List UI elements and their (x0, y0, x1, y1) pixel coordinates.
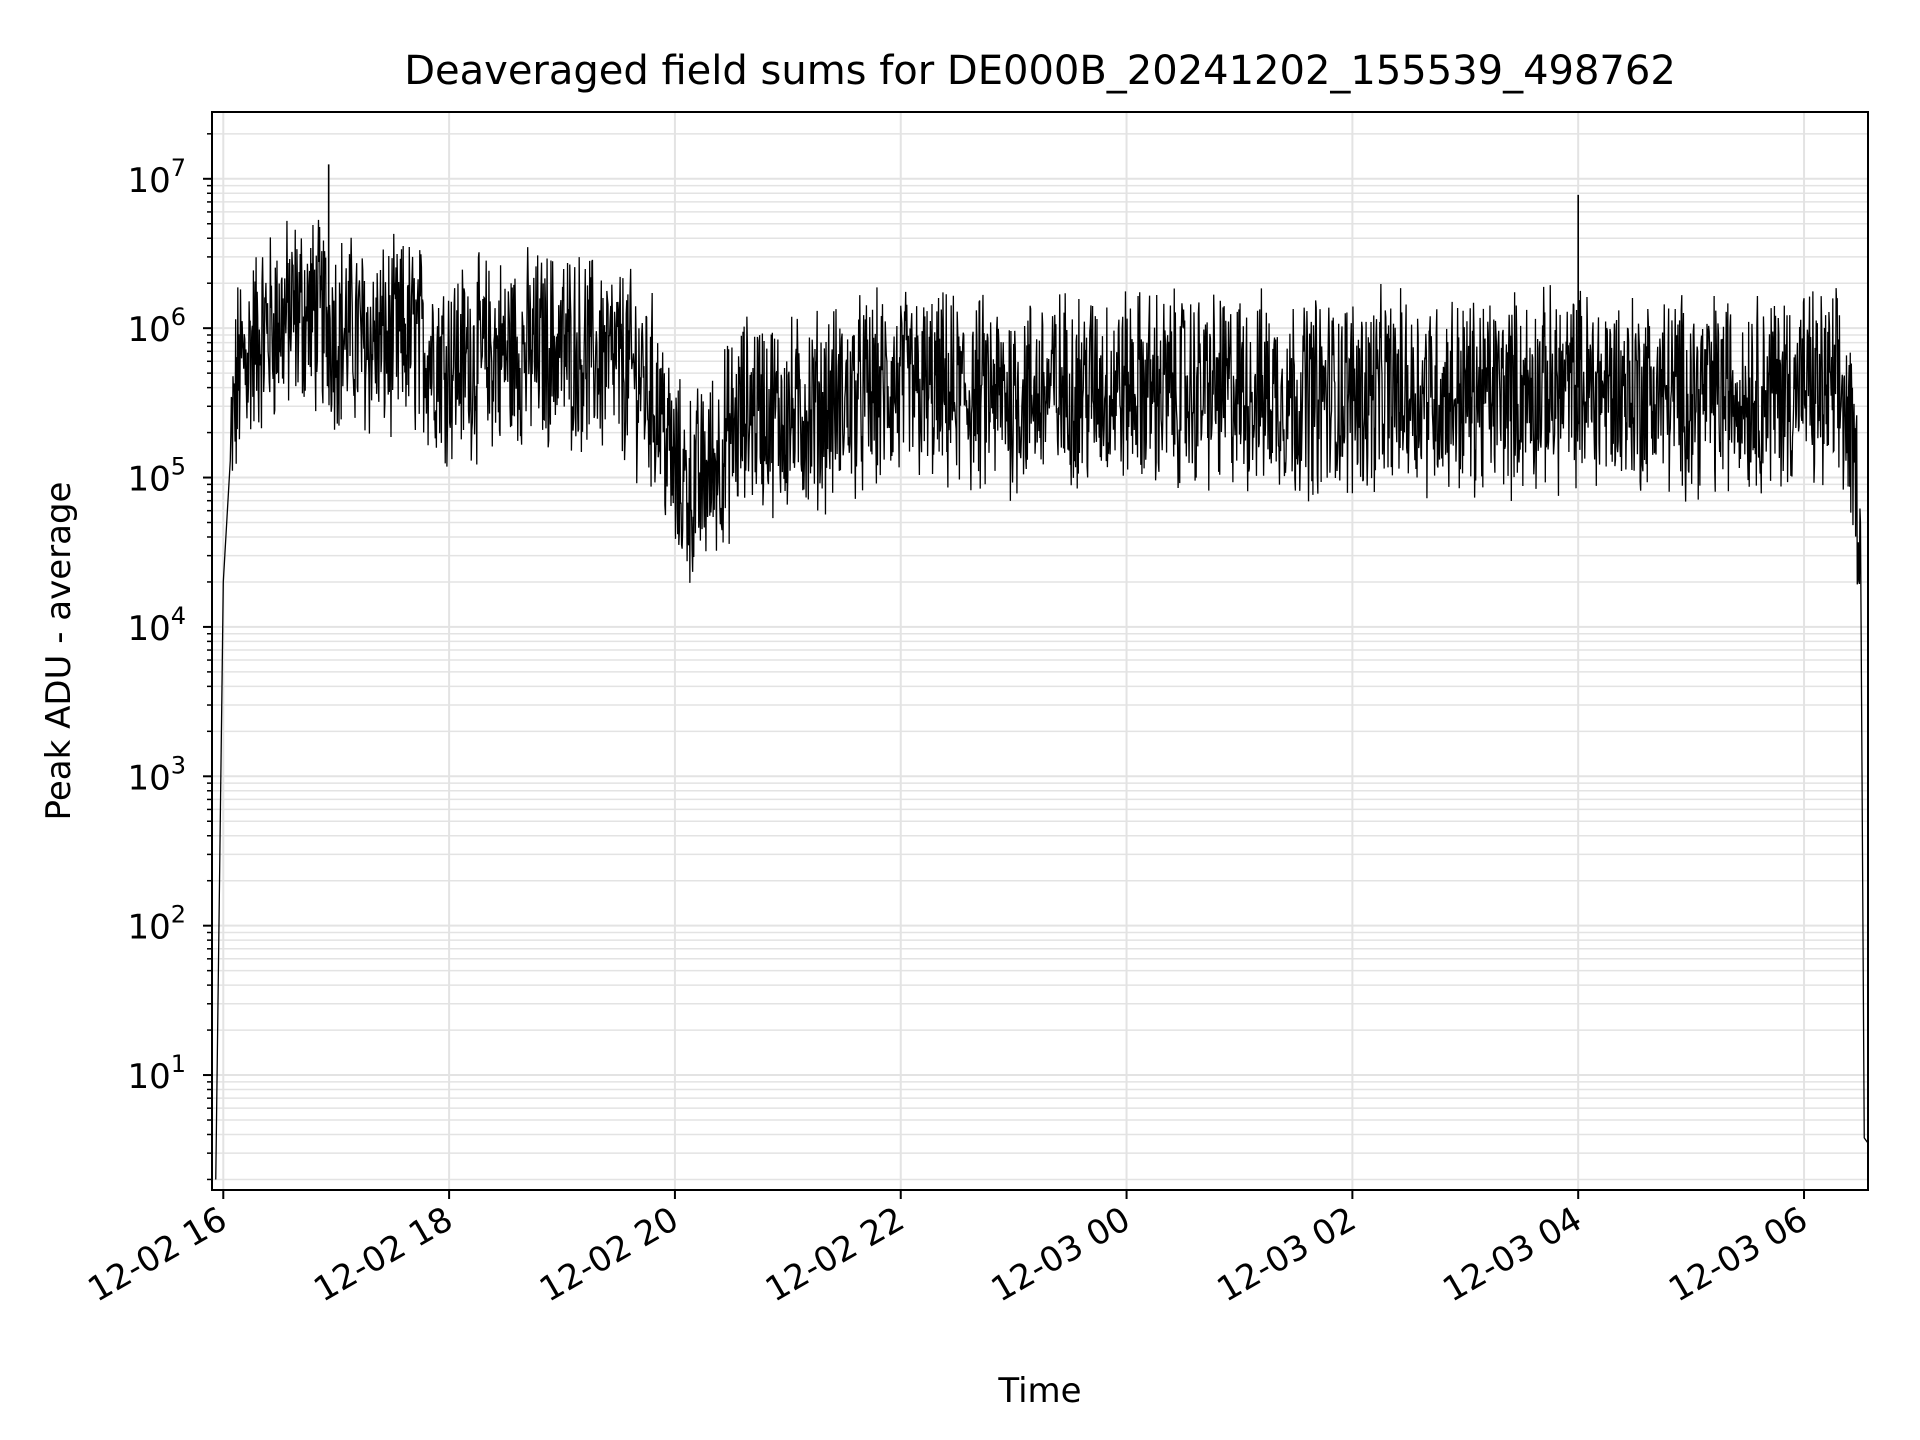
x-axis-label: Time (997, 1371, 1081, 1411)
y-tick-label: 102 (127, 901, 186, 948)
axes-frame (211, 111, 1869, 1191)
y-tick-label: 106 (127, 303, 186, 350)
y-tick-label: 104 (127, 602, 186, 649)
y-tick-label: 103 (127, 751, 186, 798)
y-tick-label: 107 (127, 154, 186, 201)
y-tick-label: 101 (127, 1050, 186, 1097)
y-axis-label: Peak ADU - average (39, 482, 79, 821)
chart-title: Deaveraged field sums for DE000B_2024120… (404, 48, 1676, 94)
series-line (215, 164, 1869, 1180)
y-tick-label: 105 (127, 453, 186, 500)
series-path (215, 219, 1869, 1180)
